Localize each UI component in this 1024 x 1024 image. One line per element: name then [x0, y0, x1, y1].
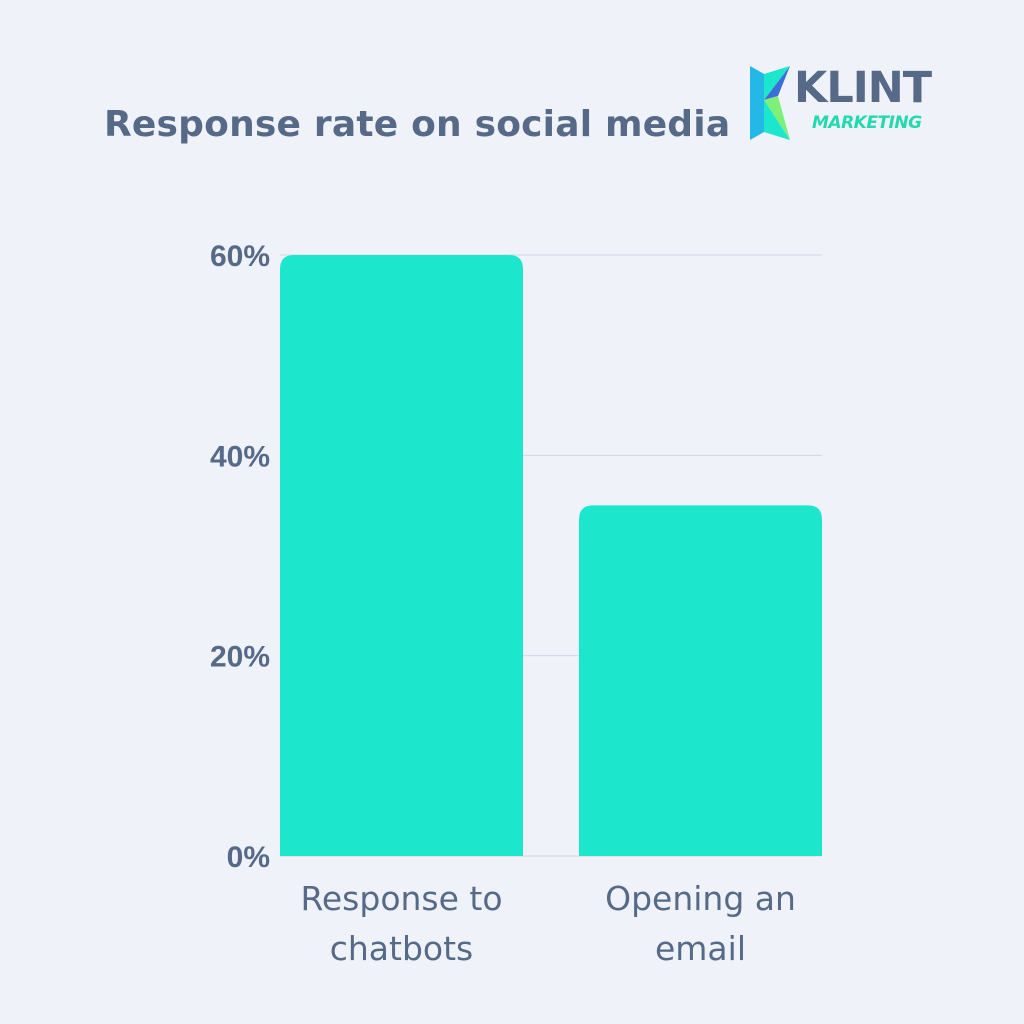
y-tick-label: 0% [227, 841, 270, 874]
chart-title: Response rate on social media [104, 104, 731, 145]
y-tick-label: 20% [210, 641, 270, 674]
x-tick-label: Response to chatbots [300, 879, 502, 968]
bar [579, 505, 822, 856]
brand-logo: KLINT MARKETING [750, 62, 940, 144]
x-tick-label: Opening an email [605, 879, 796, 968]
y-tick-label: 40% [210, 440, 270, 473]
logo-wordmark: KLINT [794, 63, 932, 113]
bar [280, 255, 523, 856]
logo-tagline: MARKETING [812, 113, 922, 133]
y-tick-label: 60% [210, 240, 270, 273]
logo-k-icon [750, 66, 790, 140]
